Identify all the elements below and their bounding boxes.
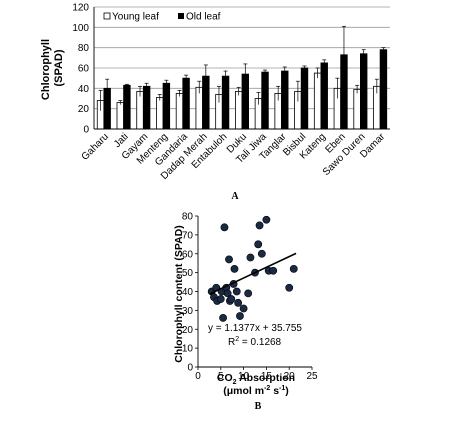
y-tick-label: 80 — [78, 43, 90, 54]
bar-old-leaf-bisbul — [300, 67, 309, 130]
y-axis-label: Chlorophyll content (SPAD) — [173, 225, 185, 362]
y-tick-label: 0 — [83, 125, 89, 136]
panel-label-b: B — [255, 401, 262, 412]
data-point — [234, 298, 243, 307]
x-tick-label: 25 — [306, 371, 318, 382]
data-point — [254, 240, 263, 249]
bar-old-leaf-menteng — [162, 82, 171, 130]
y-tick-label: 120 — [72, 3, 89, 14]
regression-equation: y = 1.1377x + 35.755 — [208, 323, 302, 334]
scatter-points — [207, 215, 298, 322]
bar-old-leaf-kateng — [320, 62, 328, 130]
bar-chart: Chlorophyll (SPAD) 0 20 40 60 80 100 120 Gaharu… — [40, 3, 390, 202]
bar-old-leaf-gandaria — [182, 77, 190, 130]
y-tick-label: 80 — [182, 212, 194, 223]
y-tick-label: 30 — [182, 306, 194, 317]
bar-young-leaf-duku — [234, 90, 243, 130]
x-tick-label: 0 — [195, 371, 201, 382]
x-tick-label: 20 — [284, 371, 296, 382]
legend-swatch-young-leaf — [103, 12, 111, 20]
data-point — [285, 283, 294, 292]
bar-series — [96, 25, 388, 130]
legend-label-young-leaf: Young leaf — [112, 12, 159, 23]
bar-young-leaf-gayam — [136, 90, 144, 130]
data-point — [289, 264, 298, 273]
data-point — [232, 287, 241, 296]
bar-old-leaf-jati — [123, 84, 131, 130]
r-squared-value: R2 = 0.1268 — [228, 336, 282, 348]
y-tick-label: 100 — [72, 23, 89, 34]
x-axis-label: CO2 Absorption — [217, 372, 295, 386]
panel-label-a: A — [231, 191, 239, 202]
x-tick-label: 10 — [238, 371, 250, 382]
data-point — [239, 304, 248, 313]
x-tick-label: 15 — [261, 371, 273, 382]
data-point — [223, 289, 232, 298]
bar-young-leaf-gandaria — [175, 93, 184, 130]
data-point — [236, 312, 244, 320]
y-tick-label: 40 — [182, 287, 194, 298]
bar-old-leaf-entabuloh — [221, 75, 230, 130]
y-tick-label: 50 — [182, 268, 194, 279]
x-tick-label: 5 — [218, 371, 224, 382]
data-point — [255, 221, 264, 230]
y-axis-label: Chlorophyll (SPAD) — [40, 36, 65, 100]
data-point — [269, 266, 278, 275]
x-tick-label: Gaharu — [80, 131, 111, 162]
bar-old-leaf-damar — [379, 49, 388, 130]
data-point — [220, 223, 229, 232]
y-tick-label: 60 — [182, 249, 194, 260]
bar-young-leaf-dadap-merah — [195, 86, 203, 130]
x-axis-unit: (μmol m-2 s-1) — [223, 385, 289, 397]
bar-old-leaf-gayam — [142, 85, 151, 130]
trend-line — [209, 252, 297, 295]
data-point — [257, 249, 266, 258]
data-point — [244, 289, 253, 298]
y-tick-label: 40 — [78, 84, 90, 95]
data-point — [219, 314, 227, 322]
y-tick-label: 60 — [78, 64, 90, 75]
bar-young-leaf-menteng — [156, 97, 164, 130]
data-point — [216, 295, 225, 303]
data-point — [230, 264, 239, 273]
bar-old-leaf-tali-jiwa — [261, 71, 269, 130]
bar-old-leaf-tanglar — [281, 70, 289, 130]
data-point — [227, 295, 236, 303]
bar-young-leaf-jati — [116, 102, 124, 130]
legend: Young leaf Old leaf — [103, 12, 221, 23]
data-point — [262, 215, 271, 224]
bar-young-leaf-kateng — [313, 72, 322, 130]
bar-old-leaf-sawo-duren — [359, 53, 368, 130]
legend-swatch-old-leaf — [178, 13, 184, 19]
y-tick-label: 20 — [78, 104, 90, 115]
regression-line — [209, 252, 297, 295]
y-tick-label: 20 — [182, 325, 194, 336]
data-point — [225, 255, 233, 264]
y-tick-label: 70 — [182, 230, 194, 241]
y-tick-label: 0 — [187, 363, 193, 374]
y-tick-label: 10 — [182, 344, 194, 355]
scatter-chart: Chlorophyll content (SPAD) 0102030405060… — [173, 212, 318, 413]
legend-label-old-leaf: Old leaf — [186, 12, 221, 23]
bar-young-leaf-sawo-duren — [353, 88, 361, 130]
data-point — [246, 253, 255, 262]
axes: 0 10 20 30 40 50 60 70 80 0 5 10 15 20 25 — [182, 212, 318, 383]
